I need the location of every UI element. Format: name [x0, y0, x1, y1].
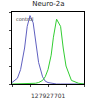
svg-text:Neuro-2a: Neuro-2a: [32, 0, 64, 8]
svg-text:control: control: [16, 16, 33, 22]
svg-text:127927701: 127927701: [31, 92, 66, 99]
